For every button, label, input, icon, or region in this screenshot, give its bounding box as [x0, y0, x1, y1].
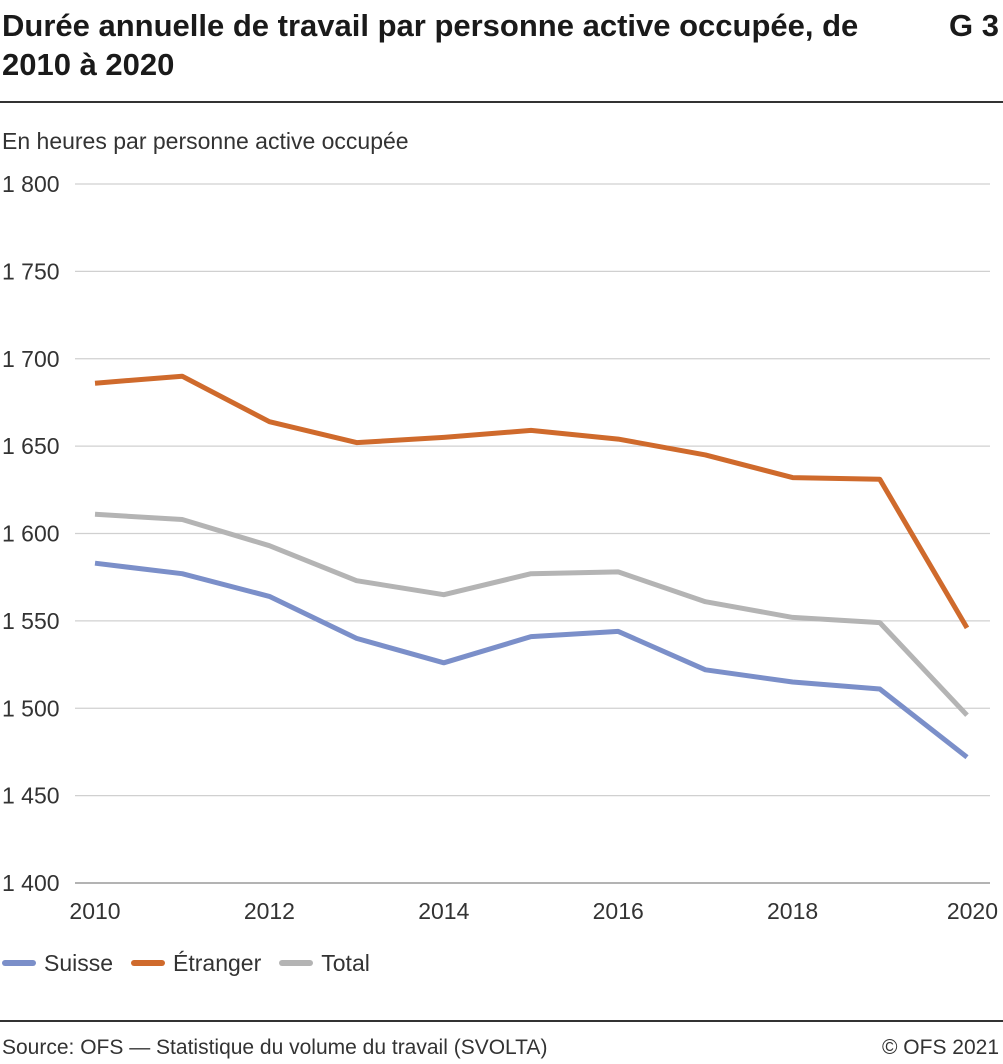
- header-divider: [0, 101, 1003, 103]
- legend-swatch-etranger: [131, 960, 166, 966]
- line-chart: 1 400 1 450 1 500 1 550 1 600 1 650 1 700 1 750…: [2, 171, 998, 924]
- y-tick-label-1550: 1 550: [2, 608, 60, 634]
- y-tick-labels: 1 400 1 450 1 500 1 550 1 600 1 650 1 700 1 750…: [2, 171, 60, 896]
- y-tick-label-1400: 1 400: [2, 870, 60, 896]
- y-tick-label-1450: 1 450: [2, 783, 60, 809]
- copyright-note: © OFS 2021: [881, 1036, 999, 1059]
- series-lines: [94, 373, 970, 760]
- y-tick-label-1500: 1 500: [2, 695, 60, 721]
- y-tick-label-1750: 1 750: [2, 258, 60, 284]
- legend-swatch-suisse: [2, 960, 36, 966]
- legend-label-total: Total: [321, 949, 370, 976]
- chart-title: Durée annuelle de travail par personne a…: [2, 8, 859, 82]
- grid-lines: [75, 183, 990, 884]
- y-tick-label-1800: 1 800: [2, 171, 60, 197]
- footer-divider: [0, 1020, 1003, 1022]
- series-line-suisse: [94, 560, 969, 760]
- x-tick-label-2014: 2014: [418, 898, 469, 924]
- series-line-total: [94, 511, 969, 717]
- y-tick-label-1650: 1 650: [2, 433, 60, 459]
- legend: Suisse Étranger Total: [2, 948, 388, 978]
- x-tick-label-2020: 2020: [947, 898, 998, 924]
- legend-item-suisse: Suisse: [2, 950, 113, 977]
- legend-label-suisse: Suisse: [44, 949, 114, 976]
- x-tick-label-2010: 2010: [69, 898, 120, 924]
- x-tick-label-2018: 2018: [767, 898, 818, 924]
- y-axis-label: En heures par personne active occupée: [2, 128, 409, 154]
- legend-swatch-total: [279, 960, 314, 966]
- y-tick-label-1600: 1 600: [2, 521, 60, 547]
- source-note: Source: OFS — Statistique du volume du t…: [2, 1036, 548, 1059]
- legend-label-etranger: Étranger: [173, 949, 262, 976]
- series-line-etranger: [94, 373, 970, 630]
- chart-code: G 3: [949, 8, 999, 43]
- x-tick-labels: 2010 2012 2014 2016 2018 2020: [69, 898, 998, 924]
- x-tick-label-2012: 2012: [244, 898, 295, 924]
- x-tick-label-2016: 2016: [593, 898, 644, 924]
- y-tick-label-1700: 1 700: [2, 346, 60, 372]
- legend-item-total: Total: [279, 950, 370, 977]
- legend-item-etranger: Étranger: [131, 950, 261, 977]
